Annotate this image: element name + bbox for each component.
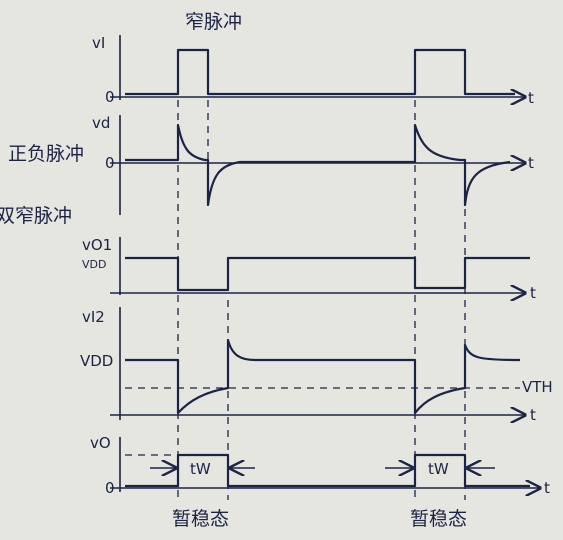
t-label: t [544, 479, 550, 497]
differentiated-pulse [125, 123, 511, 207]
state-label: 暂稳态 [410, 508, 467, 530]
t-label: t [528, 154, 534, 172]
t-label: t [528, 89, 534, 107]
pulse-width-label: tW [190, 460, 211, 478]
vo-wave [125, 453, 530, 488]
waveforms [125, 48, 530, 500]
axis-label: vI2 [82, 308, 105, 326]
axis-1 [110, 35, 525, 100]
vo1-wave [125, 256, 530, 292]
zero-label: 0 [105, 154, 115, 172]
top-label: 窄脉冲 [185, 11, 242, 33]
side-label: 双窄脉冲 [0, 205, 72, 227]
level-label: VDD [82, 258, 106, 271]
threshold-label: VTH [522, 378, 553, 396]
level-label: VDD [80, 352, 113, 370]
zero-label: 0 [105, 88, 115, 106]
input-pulse [125, 48, 515, 96]
axis-label: vI [92, 34, 105, 52]
axis-3 [110, 237, 525, 295]
guide-lines [177, 100, 466, 500]
axis-2 [110, 115, 525, 215]
pulse-width-label: tW [428, 460, 449, 478]
t-label: t [530, 406, 536, 424]
axis-label: vO1 [82, 236, 112, 254]
side-label: 正负脉冲 [8, 143, 84, 165]
axes [110, 35, 540, 492]
axis-label: vd [92, 114, 110, 132]
axis-label: vO [90, 434, 111, 452]
state-label: 暂稳态 [172, 508, 229, 530]
zero-label: 0 [105, 479, 115, 497]
t-label: t [530, 284, 536, 302]
axis-5 [110, 437, 540, 492]
axis-4 [110, 307, 525, 420]
vi2-wave [125, 338, 521, 415]
